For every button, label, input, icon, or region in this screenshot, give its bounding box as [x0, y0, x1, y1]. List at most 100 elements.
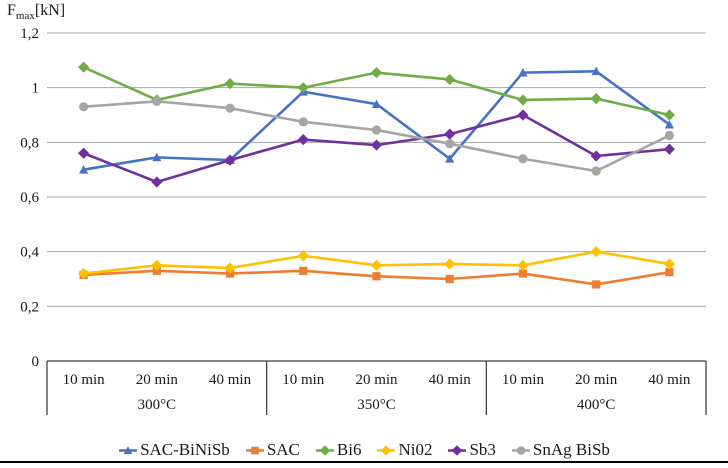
category-label: 20 min: [575, 372, 618, 388]
series-line: [83, 100, 670, 173]
diamond-icon: [381, 444, 392, 456]
triangle-marker: [152, 152, 162, 162]
diamond-marker: [224, 77, 236, 90]
legend-label: Ni02: [398, 440, 433, 459]
legend-marker-icon: [245, 446, 264, 454]
diamond-marker: [663, 109, 675, 121]
y-tick-label: 0,8: [20, 135, 39, 151]
diamond-marker: [224, 262, 236, 274]
category-label: 10 min: [63, 372, 106, 388]
chart-legend: SAC-BiNiSb SAC Bi6 Ni02 Sb3 SnAg BiSb: [0, 438, 728, 462]
square-marker: [665, 268, 674, 277]
square-marker: [592, 280, 601, 289]
legend-label: Sb3: [469, 440, 496, 459]
triangle-marker: [445, 154, 455, 163]
diamond-marker: [517, 259, 529, 271]
legend-marker-icon: [119, 445, 138, 454]
circle-icon: [516, 445, 526, 455]
category-label: 40 min: [648, 372, 691, 388]
circle-marker: [152, 96, 162, 106]
legend-marker-icon: [511, 445, 530, 455]
bottom-divider: [0, 461, 728, 463]
square-marker: [518, 269, 528, 278]
diamond-marker: [370, 139, 383, 151]
circle-marker: [664, 130, 674, 141]
y-axis-title-base: F: [7, 2, 16, 19]
diamond-marker: [224, 154, 236, 166]
legend-marker-icon: [448, 444, 467, 456]
legend-label: SAC: [266, 440, 300, 459]
legend-label: Bi6: [336, 440, 362, 459]
y-tick-label: 1: [32, 81, 40, 97]
diamond-marker: [444, 258, 456, 270]
legend-label: SAC-BiNiSb: [140, 440, 230, 459]
legend-item-SAC-BiNiSb: SAC-BiNiSb: [118, 440, 230, 460]
group-label: 300°C: [138, 397, 177, 413]
diamond-marker: [663, 258, 675, 270]
legend-item-Sb3: Sb3: [447, 440, 496, 460]
triangle-marker: [591, 66, 601, 76]
category-label: 10 min: [502, 372, 545, 388]
y-tick-label: 0,4: [20, 245, 39, 261]
chart-plot: 0 0,2 0,4 0,6 0,8 1 1,2 10 min 20 min 40 min 300°C…: [20, 26, 707, 415]
triangle-icon: [123, 445, 133, 454]
circle-marker: [445, 139, 455, 149]
group-label: 400°C: [577, 397, 616, 413]
legend-item-SAC: SAC: [245, 440, 300, 460]
series-SAC-BiNiSb: [79, 66, 674, 174]
square-marker: [299, 266, 308, 275]
legend-label: SnAg BiSb: [532, 440, 610, 459]
diamond-icon: [319, 444, 331, 456]
y-axis-title-unit: [kN]: [34, 2, 66, 19]
square-marker: [372, 272, 381, 281]
triangle-marker: [371, 99, 382, 108]
diamond-marker: [297, 134, 309, 146]
group-label: 350°C: [357, 397, 396, 413]
diamond-marker: [370, 259, 383, 271]
y-tick-label: 0: [32, 354, 40, 370]
diamond-marker: [151, 259, 163, 271]
diamond-marker: [78, 147, 90, 159]
category-label: 10 min: [282, 372, 325, 388]
diamond-marker: [297, 250, 309, 262]
legend-item-Ni02: Ni02: [376, 440, 432, 460]
diamond-marker: [590, 246, 602, 258]
y-tick-label: 0,6: [20, 190, 39, 206]
circle-marker: [371, 125, 382, 135]
diamond-marker: [590, 93, 602, 105]
circle-marker: [298, 117, 308, 127]
diamond-marker: [151, 176, 163, 188]
legend-marker-icon: [315, 444, 334, 456]
diamond-marker: [297, 82, 309, 94]
y-tick-label: 0,2: [20, 299, 39, 315]
legend-item-SnAg-BiSb: SnAg BiSb: [511, 440, 610, 460]
y-tick-label: 1,2: [20, 26, 39, 42]
triangle-marker: [79, 165, 89, 174]
diamond-marker: [444, 128, 456, 140]
y-axis-title: Fmax[kN]: [7, 2, 65, 25]
diamond-marker: [78, 61, 90, 73]
series-SnAg-BiSb: [79, 96, 674, 176]
diamond-marker: [444, 73, 456, 86]
circle-marker: [225, 103, 235, 113]
triangle-marker: [664, 119, 674, 129]
series-line: [83, 69, 671, 171]
legend-marker-icon: [377, 444, 396, 456]
category-label: 20 min: [136, 372, 179, 388]
square-marker: [445, 274, 454, 284]
diamond-marker: [370, 67, 383, 79]
diamond-marker: [517, 109, 529, 121]
category-label: 20 min: [355, 372, 398, 388]
category-label: 40 min: [209, 372, 252, 388]
legend-item-Bi6: Bi6: [315, 440, 362, 460]
square-icon: [251, 446, 259, 454]
circle-marker: [518, 154, 528, 164]
triangle-marker: [518, 68, 528, 77]
series-Ni02: [78, 246, 675, 280]
diamond-marker: [78, 267, 90, 280]
diamond-marker: [517, 94, 529, 106]
circle-marker: [79, 102, 89, 112]
series-Sb3: [78, 109, 675, 188]
y-axis-title-subscript: max: [15, 10, 35, 22]
